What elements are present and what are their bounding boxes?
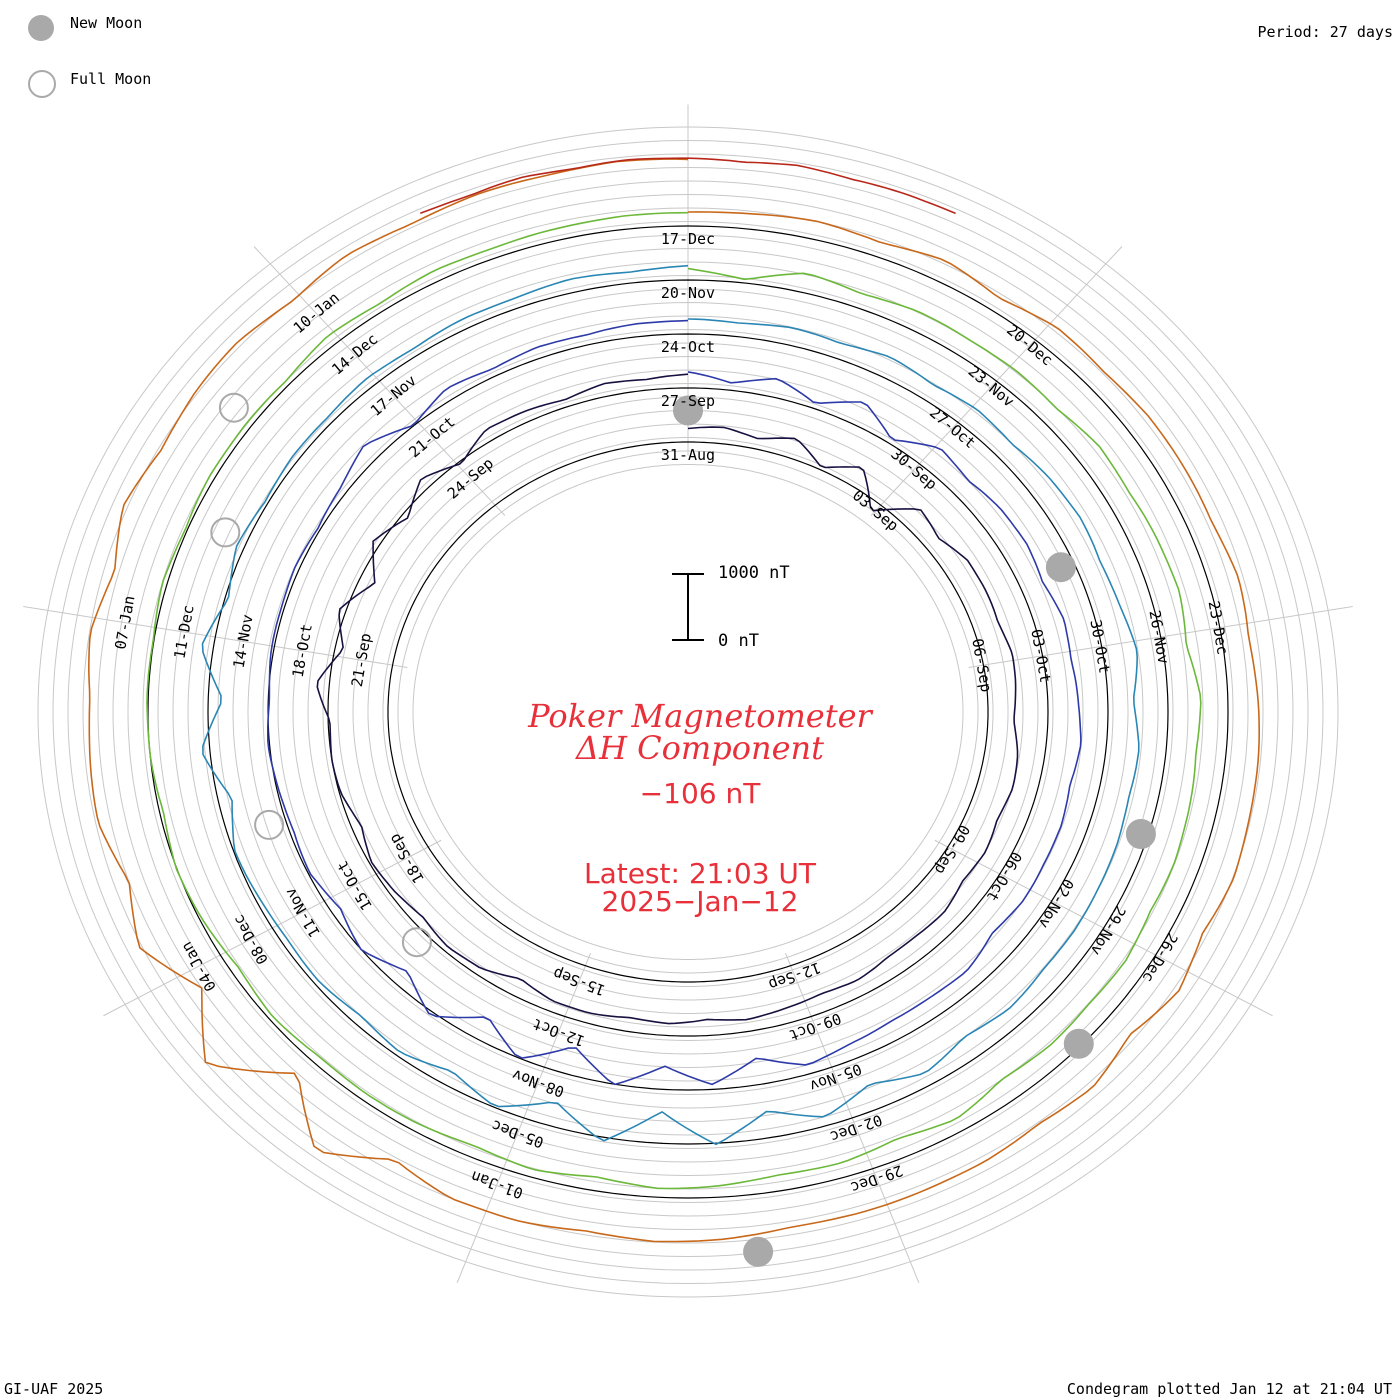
grid-ring <box>157 234 1219 1190</box>
series-trace-4 <box>87 158 1261 1243</box>
date-label: 03-Oct <box>1027 628 1054 684</box>
polar-grid <box>23 104 1353 1298</box>
grid-ring <box>37 126 1339 1298</box>
date-label: 20-Dec <box>1003 321 1056 370</box>
date-label: 20-Nov <box>661 284 715 302</box>
new-moon-legend-icon <box>28 15 54 41</box>
date-label: 03-Sep <box>849 486 902 535</box>
grid-ring <box>217 288 1159 1136</box>
moon-markers <box>210 392 1156 1267</box>
date-label: 29-Dec <box>848 1161 905 1196</box>
latest-time: Latest: 21:03 UT <box>583 857 817 890</box>
date-label: 02-Dec <box>828 1111 885 1146</box>
chart-subtitle: ΔH Component <box>575 729 825 767</box>
date-label: 27-Sep <box>661 392 715 410</box>
date-label: 14-Nov <box>230 613 257 669</box>
date-label: 24-Oct <box>661 338 715 356</box>
full-moon-legend-label: Full Moon <box>70 70 152 88</box>
grid-ring <box>187 261 1189 1163</box>
grid-ring <box>247 315 1129 1109</box>
date-label: 31-Aug <box>661 446 715 464</box>
new-moon-legend-label: New Moon <box>70 14 143 32</box>
grid-ring <box>52 139 1324 1285</box>
date-label: 26-Nov <box>1145 609 1172 665</box>
grid-ring <box>397 450 979 974</box>
date-label: 12-Sep <box>766 958 823 993</box>
grid-ring <box>97 180 1279 1244</box>
scale-top-label: 1000 nT <box>718 563 790 583</box>
new-moon-marker <box>1063 1028 1094 1059</box>
cycle-ring <box>387 441 989 983</box>
series-trace-2 <box>201 264 1140 1146</box>
plotted-timestamp: Condegram plotted Jan 12 at 21:04 UT <box>1066 1380 1392 1398</box>
new-moon-marker <box>743 1236 774 1267</box>
grid-ring <box>67 153 1309 1271</box>
date-label: 18-Oct <box>289 622 316 678</box>
period-label: Period: 27 days <box>1257 23 1393 41</box>
chart-title: Poker Magnetometer <box>528 697 872 735</box>
grid-ring <box>142 220 1234 1204</box>
latest-date: 2025−Jan−12 <box>601 885 799 918</box>
date-label: 11-Dec <box>171 604 198 660</box>
grid-ring <box>82 166 1294 1258</box>
grid-ring <box>277 342 1099 1082</box>
date-label: 27-Oct <box>926 403 979 452</box>
full-moon-marker <box>218 392 249 423</box>
date-label: 05-Nov <box>807 1060 864 1095</box>
grid-ring <box>322 382 1054 1042</box>
date-label: 30-Sep <box>887 445 940 494</box>
date-label: 07-Jan <box>111 594 138 650</box>
date-label: 30-Oct <box>1086 618 1113 674</box>
grid-ring <box>232 301 1144 1123</box>
grid-ring <box>112 193 1264 1231</box>
data-traces <box>87 157 1261 1243</box>
cycle-ring <box>327 387 1049 1037</box>
grid-ring <box>307 369 1069 1055</box>
credit-label: GI-UAF 2025 <box>4 1380 104 1398</box>
date-label: 06-Sep <box>968 637 995 693</box>
grid-ring <box>337 396 1039 1028</box>
full-moon-marker <box>254 809 285 840</box>
series-trace-1 <box>267 319 1082 1086</box>
grid-ring <box>352 410 1024 1014</box>
date-label: 26-Dec <box>1139 930 1182 986</box>
full-moon-marker <box>210 517 241 548</box>
grid-ring <box>172 247 1204 1177</box>
date-label: 05-Dec <box>489 1116 546 1151</box>
new-moon-marker <box>1045 552 1076 583</box>
full-moon-legend-icon <box>28 70 56 98</box>
new-moon-marker <box>1125 819 1156 849</box>
date-label: 08-Nov <box>510 1065 567 1100</box>
date-label: 09-Oct <box>787 1009 844 1044</box>
grid-ring <box>382 437 994 987</box>
new-moon-marker <box>673 395 703 426</box>
grid-ring <box>202 274 1174 1150</box>
grid-ring <box>262 328 1114 1096</box>
series-trace-3 <box>146 211 1202 1190</box>
date-label: 08-Dec <box>229 912 272 968</box>
series-trace-0 <box>316 373 1019 1025</box>
date-label: 23-Nov <box>965 362 1018 411</box>
scale-bottom-label: 0 nT <box>718 631 759 651</box>
date-label: 21-Sep <box>348 632 375 688</box>
current-value: −106 nT <box>639 777 761 810</box>
date-label: 01-Jan <box>468 1167 525 1202</box>
grid-ring <box>412 464 964 960</box>
series-trace-5 <box>420 157 956 215</box>
grid-ring <box>292 355 1084 1069</box>
full-moon-marker <box>401 927 432 958</box>
date-label: 23-Dec <box>1205 599 1232 655</box>
cycle-ring <box>207 279 1169 1145</box>
date-label: 17-Dec <box>661 230 715 248</box>
date-label: 04-Jan <box>177 939 220 995</box>
scale-bar <box>672 573 704 641</box>
grid-ring <box>367 423 1009 1001</box>
